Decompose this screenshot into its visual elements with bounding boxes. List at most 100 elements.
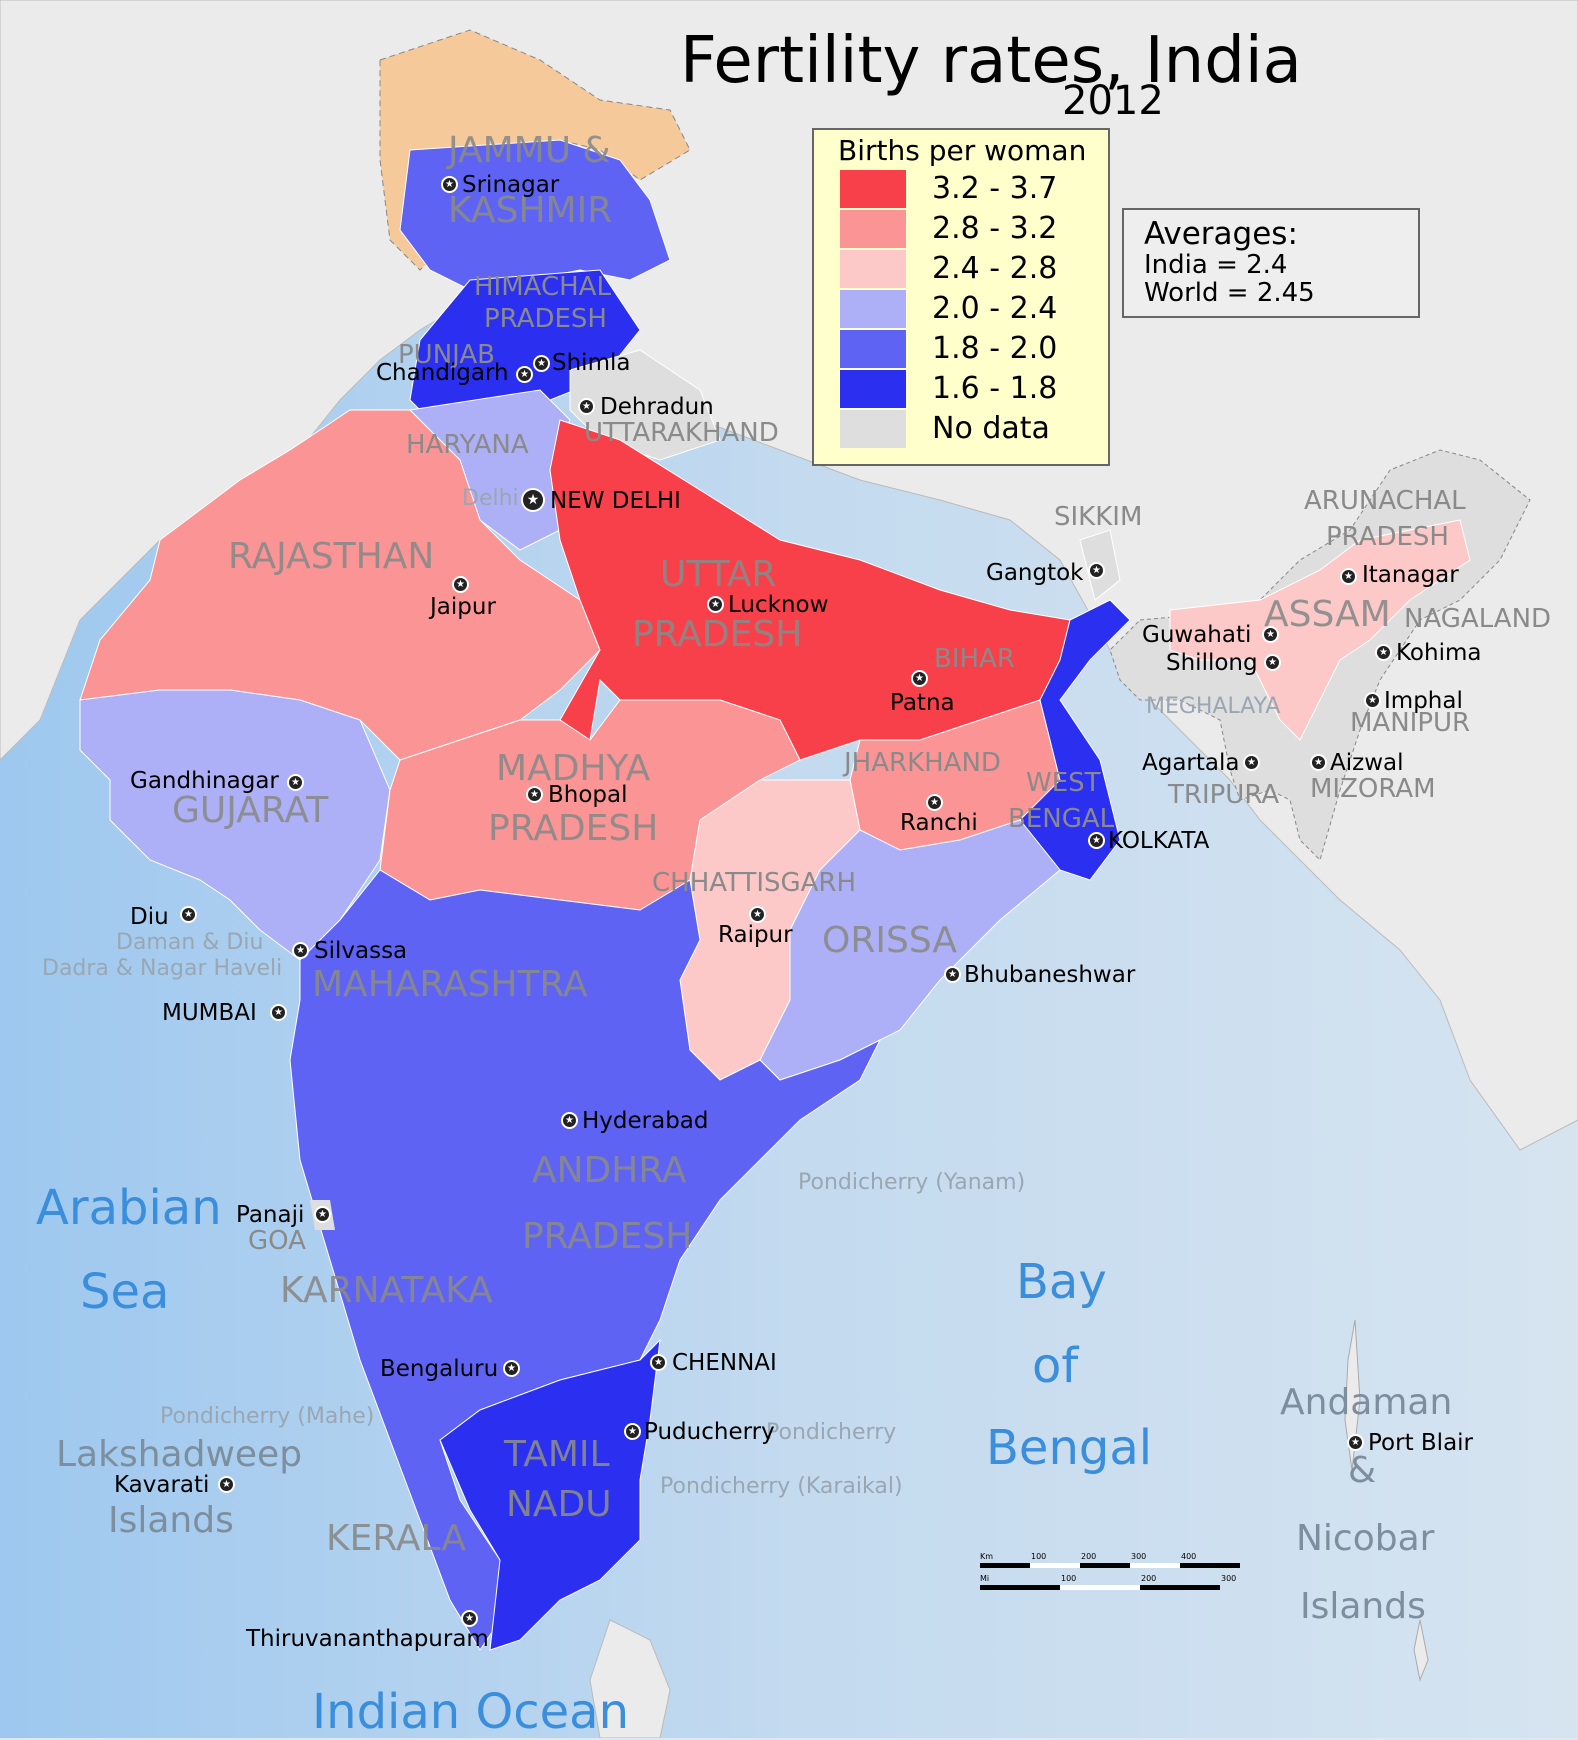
legend-swatch	[840, 170, 906, 208]
state-label: PRADESH	[632, 614, 803, 655]
state-label: TRIPURA	[1168, 780, 1280, 810]
legend-item: 3.2 - 3.7	[840, 170, 1100, 208]
city-label: Puducherry	[644, 1419, 775, 1445]
capital-star-icon: ★	[1310, 754, 1327, 771]
ut-label: Pondicherry (Karaikal)	[660, 1474, 903, 1499]
state-label: MEGHALAYA	[1146, 694, 1281, 719]
capital-star-icon: ★	[1264, 654, 1281, 671]
sri-lanka	[589, 1619, 671, 1738]
state-label: UTTARAKHAND	[584, 418, 779, 448]
legend-item: 2.4 - 2.8	[840, 250, 1100, 288]
capital-star-icon: ★	[624, 1423, 641, 1440]
state-label: BENGAL	[1008, 804, 1115, 834]
state-label: PRADESH	[1326, 522, 1449, 552]
state-label: ARUNACHAL	[1304, 486, 1466, 516]
region-tamil-nadu	[439, 1338, 661, 1651]
city-label: Hyderabad	[582, 1108, 709, 1134]
legend-label: 2.0 - 2.4	[932, 291, 1058, 326]
state-label: BIHAR	[934, 644, 1015, 674]
capital-star-icon: ★	[911, 670, 928, 687]
city-label: Silvassa	[314, 938, 408, 964]
capital-star-icon: ★	[707, 596, 724, 613]
island-label: Islands	[108, 1500, 234, 1541]
city-label: Bengaluru	[380, 1356, 499, 1382]
capital-star-icon: ★	[533, 355, 550, 372]
state-label: GUJARAT	[172, 790, 329, 831]
capital-star-icon: ★	[180, 906, 197, 923]
capital-star-icon: ★	[1262, 626, 1279, 643]
capital-star-icon: ★	[1243, 754, 1260, 771]
average-world: World = 2.45	[1144, 278, 1315, 308]
capital-star-icon: ★	[1364, 692, 1381, 709]
state-label: NAGALAND	[1404, 604, 1552, 634]
city-label: Lucknow	[728, 592, 829, 618]
capital-star-icon: ★	[1088, 562, 1105, 579]
legend-swatch	[840, 330, 906, 368]
region-assam	[1169, 519, 1471, 741]
capital-star-icon: ★	[452, 576, 469, 593]
capital-star-icon: ★	[926, 794, 943, 811]
state-label: PUNJAB	[398, 340, 495, 370]
state-label: RAJASTHAN	[228, 536, 435, 577]
city-label: Bhopal	[548, 782, 628, 808]
capital-star-icon: ★	[218, 1476, 235, 1493]
legend-item: 2.8 - 3.2	[840, 210, 1100, 248]
state-label: CHHATTISGARH	[652, 868, 857, 898]
city-label: Port Blair	[1368, 1430, 1474, 1456]
legend-item: 1.6 - 1.8	[840, 370, 1100, 408]
island-label: Islands	[1300, 1586, 1426, 1627]
city-label: Shimla	[552, 350, 631, 376]
city-label: Itanagar	[1362, 562, 1459, 588]
city-label: Guwahati	[1142, 622, 1252, 648]
state-label: HARYANA	[406, 430, 529, 460]
map-subtitle: 2012	[1062, 78, 1164, 124]
state-label: TAMIL	[504, 1434, 610, 1475]
map-title: Fertility rates, India	[680, 24, 1302, 98]
city-label: NEW DELHI	[550, 488, 681, 514]
region-west-bengal	[1019, 599, 1131, 881]
capital-star-icon: ★	[749, 906, 766, 923]
capital-star-icon: ★	[516, 366, 533, 383]
city-label: Imphal	[1384, 688, 1463, 714]
ut-label: Delhi	[462, 486, 519, 511]
capital-star-icon: ★	[561, 1112, 578, 1129]
state-label: WEST	[1026, 768, 1101, 798]
water-label: Bay	[1016, 1254, 1107, 1310]
state-label: ASSAM	[1264, 594, 1391, 635]
city-label: Dehradun	[600, 394, 714, 420]
region-nicobar-islands	[1413, 1619, 1429, 1682]
legend-swatch	[840, 290, 906, 328]
state-label: UTTAR	[660, 554, 777, 595]
state-label: MIZORAM	[1310, 774, 1436, 804]
ut-label: Pondicherry	[766, 1420, 897, 1445]
state-label: KASHMIR	[448, 190, 613, 231]
legend: Births per woman 3.2 - 3.7 2.8 - 3.2 2.4…	[812, 128, 1110, 466]
capital-star-icon: ★	[1347, 1434, 1364, 1451]
city-label: MUMBAI	[162, 1000, 257, 1026]
city-label: Agartala	[1142, 750, 1240, 776]
region-rajasthan	[79, 409, 601, 761]
region-uttar-pradesh-bihar	[549, 419, 1071, 761]
legend-item: No data	[840, 410, 1100, 448]
legend-swatch	[840, 210, 906, 248]
ut-label: Pondicherry (Yanam)	[798, 1170, 1026, 1195]
city-label: Gandhinagar	[130, 768, 279, 794]
region-orissa	[759, 819, 1061, 1081]
state-label: KERALA	[326, 1518, 467, 1559]
state-label: JAMMU &	[448, 130, 611, 171]
capital-star-icon: ★	[650, 1354, 667, 1371]
legend-title: Births per woman	[838, 134, 1087, 167]
scale-km-tick: 400	[1181, 1552, 1197, 1561]
ut-label: Dadra & Nagar Haveli	[42, 956, 283, 981]
water-label: Arabian	[36, 1180, 222, 1236]
state-label: PRADESH	[484, 304, 607, 334]
island-label: Lakshadweep	[56, 1434, 303, 1475]
legend-label: 3.2 - 3.7	[932, 171, 1058, 206]
water-label: Indian Ocean	[312, 1684, 630, 1740]
legend-swatch	[840, 250, 906, 288]
capital-star-icon: ★	[526, 786, 543, 803]
capital-star-icon: ★	[461, 1610, 478, 1627]
region-jammu-kashmir	[399, 139, 671, 291]
scale-km-tick: 300	[1131, 1552, 1147, 1561]
region-uttarakhand	[569, 349, 721, 461]
